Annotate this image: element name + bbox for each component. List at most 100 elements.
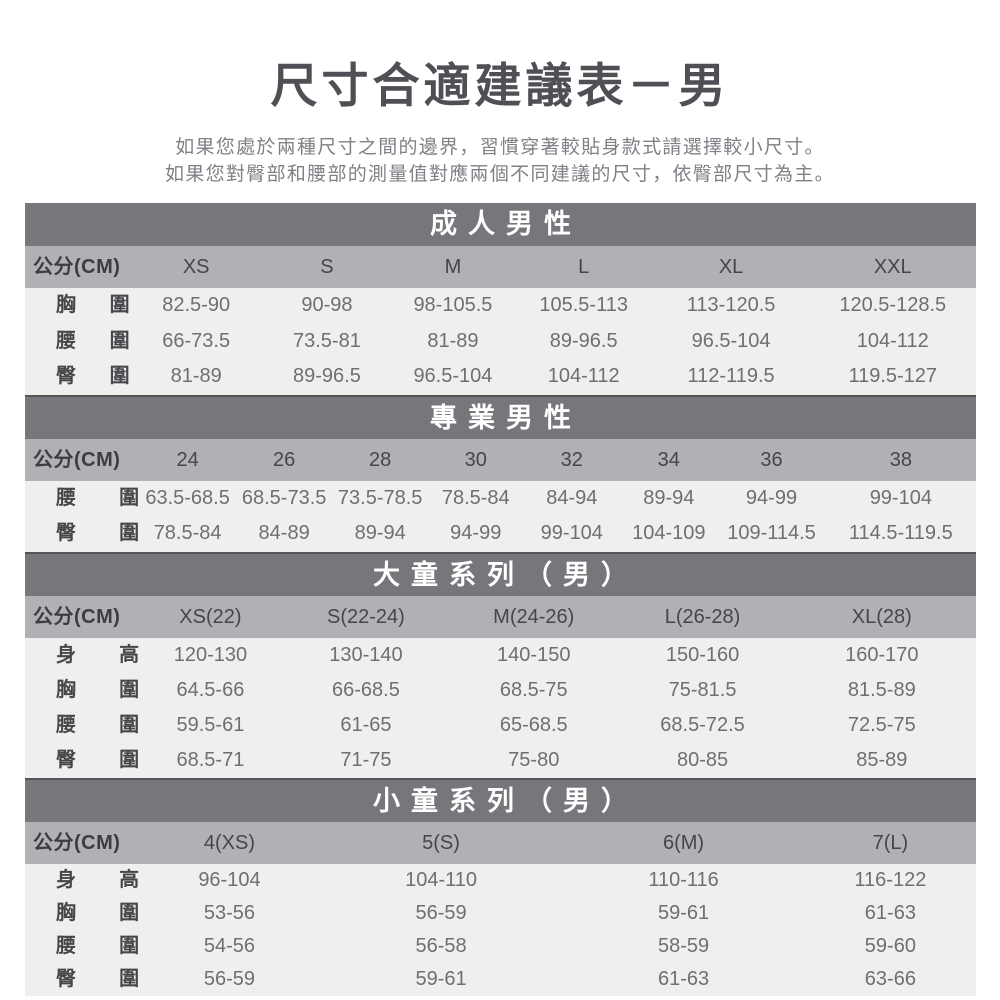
column-header: L(26-28) xyxy=(664,605,741,628)
size-value: 81-89 xyxy=(170,365,222,388)
row-label-char: 高 xyxy=(119,868,140,891)
size-header-row-small-kids-boys: 公分(CM) 4(XS) 5(S) 6(M) 7(L) xyxy=(25,821,976,864)
size-value: 104-112 xyxy=(856,329,929,352)
column-header: 24 xyxy=(176,448,199,471)
size-value: 90-98 xyxy=(301,294,353,317)
column-header: L xyxy=(578,256,590,279)
size-value: 66-73.5 xyxy=(162,329,231,352)
size-value: 110-116 xyxy=(648,868,719,891)
size-value: 96.5-104 xyxy=(691,329,771,352)
section-band-label: 成人男性 xyxy=(430,209,582,240)
unit-label: 公分(CM) xyxy=(33,448,121,471)
section-band-big-kids-boys: 大童系列（男） xyxy=(25,551,976,596)
size-table: 成人男性 公分(CM) XS S M L XL XXL 胸圍 82.5-90 90-98 98-105… xyxy=(25,203,976,996)
column-header: S(22-24) xyxy=(327,605,405,628)
section-band-adult-men: 成人男性 xyxy=(25,203,976,247)
unit-label: 公分(CM) xyxy=(33,831,121,854)
column-header: XL xyxy=(718,256,744,279)
size-value: 99-104 xyxy=(869,486,932,509)
row-label: 腰圍 xyxy=(25,324,130,360)
subtitle-line-2: 如果您對臀部和腰部的測量值對應兩個不同建議的尺寸，依臀部尺寸為主。 xyxy=(165,164,835,186)
row-label: 胸圍 xyxy=(25,673,139,708)
size-value: 82.5-90 xyxy=(162,294,231,317)
column-header: 34 xyxy=(657,448,680,471)
size-value: 150-160 xyxy=(665,643,740,666)
column-header: 38 xyxy=(889,448,912,471)
size-value: 78.5-84 xyxy=(153,522,222,545)
size-value: 68.5-73.5 xyxy=(241,486,327,509)
size-value: 68.5-72.5 xyxy=(660,713,745,736)
column-header: XXL xyxy=(873,256,912,279)
measurement-row: 胸圍 82.5-90 90-98 98-105.5 105.5-113 113-120.5… xyxy=(25,288,976,324)
size-value: 58-59 xyxy=(657,934,710,957)
size-chart-page: 尺寸合適建議表－男 如果您處於兩種尺寸之間的邊界，習慣穿著較貼身款式請選擇較小尺… xyxy=(0,56,1000,1000)
measurement-row: 臀圍 68.5-71 71-75 75-80 80-85 85-89 xyxy=(25,743,976,778)
column-header: 28 xyxy=(369,448,392,471)
size-value: 59.5-61 xyxy=(176,713,245,736)
data-rows-adult-men: 胸圍 82.5-90 90-98 98-105.5 105.5-113 113-120.5… xyxy=(25,288,976,395)
column-header: M(24-26) xyxy=(493,605,575,628)
size-value: 99-104 xyxy=(540,522,603,545)
size-value: 84-89 xyxy=(258,522,310,545)
size-header-row-big-kids-boys: 公分(CM) XS(22) S(22-24) M(24-26) L(26-28) XL(2… xyxy=(25,595,976,638)
size-value: 73.5-81 xyxy=(293,329,361,352)
row-label-char: 圍 xyxy=(119,713,140,736)
size-value: 130-140 xyxy=(329,643,403,666)
size-value: 61-63 xyxy=(657,967,710,990)
measurement-row: 腰圍 66-73.5 73.5-81 81-89 89-96.5 96.5-104 104-… xyxy=(25,324,976,360)
subtitle-line-1: 如果您處於兩種尺寸之間的邊界，習慣穿著較貼身款式請選擇較小尺寸。 xyxy=(175,137,825,159)
size-value: 114.5-119.5 xyxy=(848,522,953,545)
measurement-row: 胸圍 53-56 56-59 59-61 61-63 xyxy=(25,897,976,930)
size-value: 96.5-104 xyxy=(413,365,493,388)
size-value: 63.5-68.5 xyxy=(145,486,230,509)
size-value: 113-120.5 xyxy=(686,294,776,317)
column-header: M xyxy=(444,256,462,279)
column-header: XS xyxy=(182,256,210,279)
size-value: 104-109 xyxy=(632,522,706,545)
size-value: 54-56 xyxy=(203,934,256,957)
row-label-char: 圍 xyxy=(109,294,130,317)
size-value: 72.5-75 xyxy=(847,713,916,736)
section-band-label: 專業男性 xyxy=(430,402,582,433)
size-value: 75-80 xyxy=(508,748,560,771)
row-label: 腰圍 xyxy=(25,708,139,743)
row-label-char: 腰 xyxy=(56,934,76,957)
size-value: 105.5-113 xyxy=(539,294,628,317)
data-rows-big-kids-boys: 身高 120-130 130-140 140-150 150-160 160-170 胸圍 6… xyxy=(25,637,976,778)
measurement-row: 胸圍 64.5-66 66-68.5 68.5-75 75-81.5 81.5-89 xyxy=(25,673,976,708)
section-band-small-kids-boys: 小童系列（男） xyxy=(25,777,976,822)
row-label-char: 圍 xyxy=(119,522,140,545)
row-label: 臀圍 xyxy=(25,516,139,552)
size-value: 94-99 xyxy=(745,486,798,509)
size-header-row-professional-men: 公分(CM) 24 26 28 30 32 34 36 38 xyxy=(25,438,976,481)
size-value: 81.5-89 xyxy=(847,678,916,701)
column-header: 7(L) xyxy=(872,831,909,854)
size-value: 73.5-78.5 xyxy=(337,486,423,509)
size-value: 160-170 xyxy=(845,643,919,666)
column-header: 5(S) xyxy=(422,831,460,854)
row-label: 胸圍 xyxy=(25,897,139,930)
unit-label: 公分(CM) xyxy=(33,256,121,279)
subtitle: 如果您處於兩種尺寸之間的邊界，習慣穿著較貼身款式請選擇較小尺寸。 如果您對臀部和… xyxy=(0,134,1000,188)
row-label-char: 高 xyxy=(119,643,140,666)
measurement-row: 身高 96-104 104-110 110-116 116-122 xyxy=(25,864,976,897)
size-value: 75-81.5 xyxy=(668,678,737,701)
measurement-row: 臀圍 56-59 59-61 61-63 63-66 xyxy=(25,963,976,996)
row-label-char: 圍 xyxy=(109,365,130,388)
size-value: 84-94 xyxy=(546,486,598,509)
size-value: 59-60 xyxy=(864,934,916,957)
data-rows-small-kids-boys: 身高 96-104 104-110 110-116 116-122 胸圍 53-56 56-5… xyxy=(25,863,976,996)
size-value: 120.5-128.5 xyxy=(839,294,947,317)
column-header: S xyxy=(320,256,334,279)
row-label-char: 臀 xyxy=(56,967,76,990)
size-value: 80-85 xyxy=(676,748,729,771)
section-band-professional-men: 專業男性 xyxy=(25,394,976,439)
row-label: 腰圍 xyxy=(25,481,139,517)
column-header: 36 xyxy=(760,448,783,471)
page-title: 尺寸合適建議表－男 xyxy=(270,59,730,112)
row-label: 臀圍 xyxy=(25,743,139,778)
row-label-char: 胸 xyxy=(56,901,76,924)
section-band-label: 大童系列（男） xyxy=(373,559,639,590)
column-header: 6(M) xyxy=(662,831,705,854)
size-value: 112-119.5 xyxy=(687,365,775,388)
